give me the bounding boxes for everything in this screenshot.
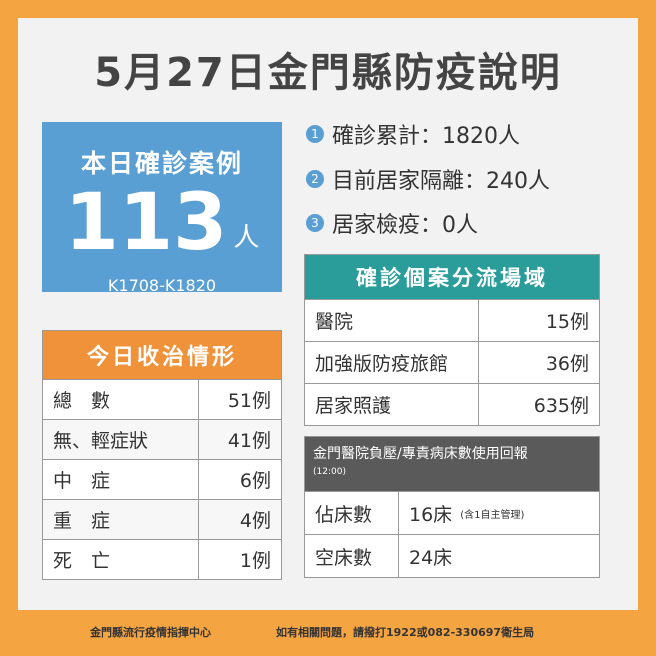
table-row: 總 數 51例: [43, 379, 281, 419]
row-value: 36例: [479, 342, 599, 383]
report-time: (12:00): [313, 467, 346, 477]
row-value-text: 24床: [409, 546, 453, 569]
table-row: 醫院 15例: [305, 299, 599, 341]
today-count: 113: [64, 178, 228, 268]
row-label: 死 亡: [43, 540, 199, 579]
row-label: 中 症: [43, 460, 199, 499]
row-value: 4例: [199, 500, 281, 539]
today-label: 本日確診案例: [80, 149, 243, 178]
table-row: 中 症 6例: [43, 459, 281, 499]
row-label: 居家照護: [305, 384, 479, 425]
row-value: 635例: [479, 384, 599, 425]
item-text: 確診累計：1820人: [332, 124, 520, 149]
item-text: 居家檢疫：0人: [332, 213, 478, 238]
row-value-text: 51例: [227, 390, 271, 412]
row-value-text: 36例: [545, 353, 589, 375]
item-number: 2: [306, 170, 324, 188]
row-label: 醫院: [305, 300, 479, 341]
today-range: K1708-K1820: [107, 276, 217, 295]
row-label: 總 數: [43, 380, 199, 419]
today-unit: 人: [233, 223, 260, 253]
title: 5月27日金門縣防疫說明: [94, 50, 562, 96]
row-label: 佔床數: [305, 492, 399, 534]
summary-item: 1 確診累計：1820人: [306, 118, 520, 150]
row-value: 1例: [199, 540, 281, 579]
table-row: 居家照護 635例: [305, 383, 599, 425]
item-text: 目前居家隔離：240人: [332, 169, 550, 194]
table-header: 今日收治情形: [43, 331, 281, 379]
footer-contact: 如有相關問題，請撥打1922或082-330697衛生局: [276, 626, 535, 639]
row-value-text: 1例: [239, 550, 271, 572]
today-box: 本日確診案例 113 人 K1708-K1820: [42, 122, 282, 295]
footer-org: 金門縣流行疫情指揮中心: [90, 626, 211, 639]
table-row: 加強版防疫旅館 36例: [305, 341, 599, 383]
row-value: 15例: [479, 300, 599, 341]
row-value-text: 635例: [533, 395, 589, 417]
row-value-text: 4例: [239, 510, 271, 532]
table-row: 空床數 24床: [305, 534, 599, 577]
row-value: 24床: [399, 535, 599, 577]
row-label: 空床數: [305, 535, 399, 577]
table-row: 佔床數 16床 (含1自主管理): [305, 491, 599, 534]
row-label: 無、輕症狀: [43, 420, 199, 459]
row-value-text: 15例: [545, 311, 589, 333]
table-header: 金門醫院負壓/專責病床數使用回報: [313, 446, 528, 462]
triage-table: 確診個案分流場域 醫院 15例加強版防疫旅館 36例居家照護 635例: [304, 254, 600, 426]
table-row: 死 亡 1例: [43, 539, 281, 579]
row-value: 51例: [199, 380, 281, 419]
row-value: 41例: [199, 420, 281, 459]
row-label: 重 症: [43, 500, 199, 539]
treatment-table: 今日收治情形 總 數 51例無、輕症狀 41例中 症 6例重 症 4例死 亡 1例: [42, 330, 282, 580]
beds-table: 金門醫院負壓/專責病床數使用回報 (12:00) 佔床數 16床 (含1自主管理) 空…: [304, 436, 600, 578]
table-header: 確診個案分流場域: [305, 255, 599, 299]
row-value: 16床 (含1自主管理): [399, 492, 599, 534]
summary-item: 2 目前居家隔離：240人: [306, 163, 550, 195]
table-row: 無、輕症狀 41例: [43, 419, 281, 459]
row-value-text: 16床: [409, 503, 453, 526]
row-value-text: 41例: [227, 430, 271, 452]
row-label: 加強版防疫旅館: [305, 342, 479, 383]
row-value: 6例: [199, 460, 281, 499]
item-number: 1: [306, 125, 324, 143]
summary-item: 3 居家檢疫：0人: [306, 207, 478, 239]
table-row: 重 症 4例: [43, 499, 281, 539]
item-number: 3: [306, 214, 324, 232]
row-note: (含1自主管理): [460, 509, 525, 521]
row-value-text: 6例: [239, 470, 271, 492]
